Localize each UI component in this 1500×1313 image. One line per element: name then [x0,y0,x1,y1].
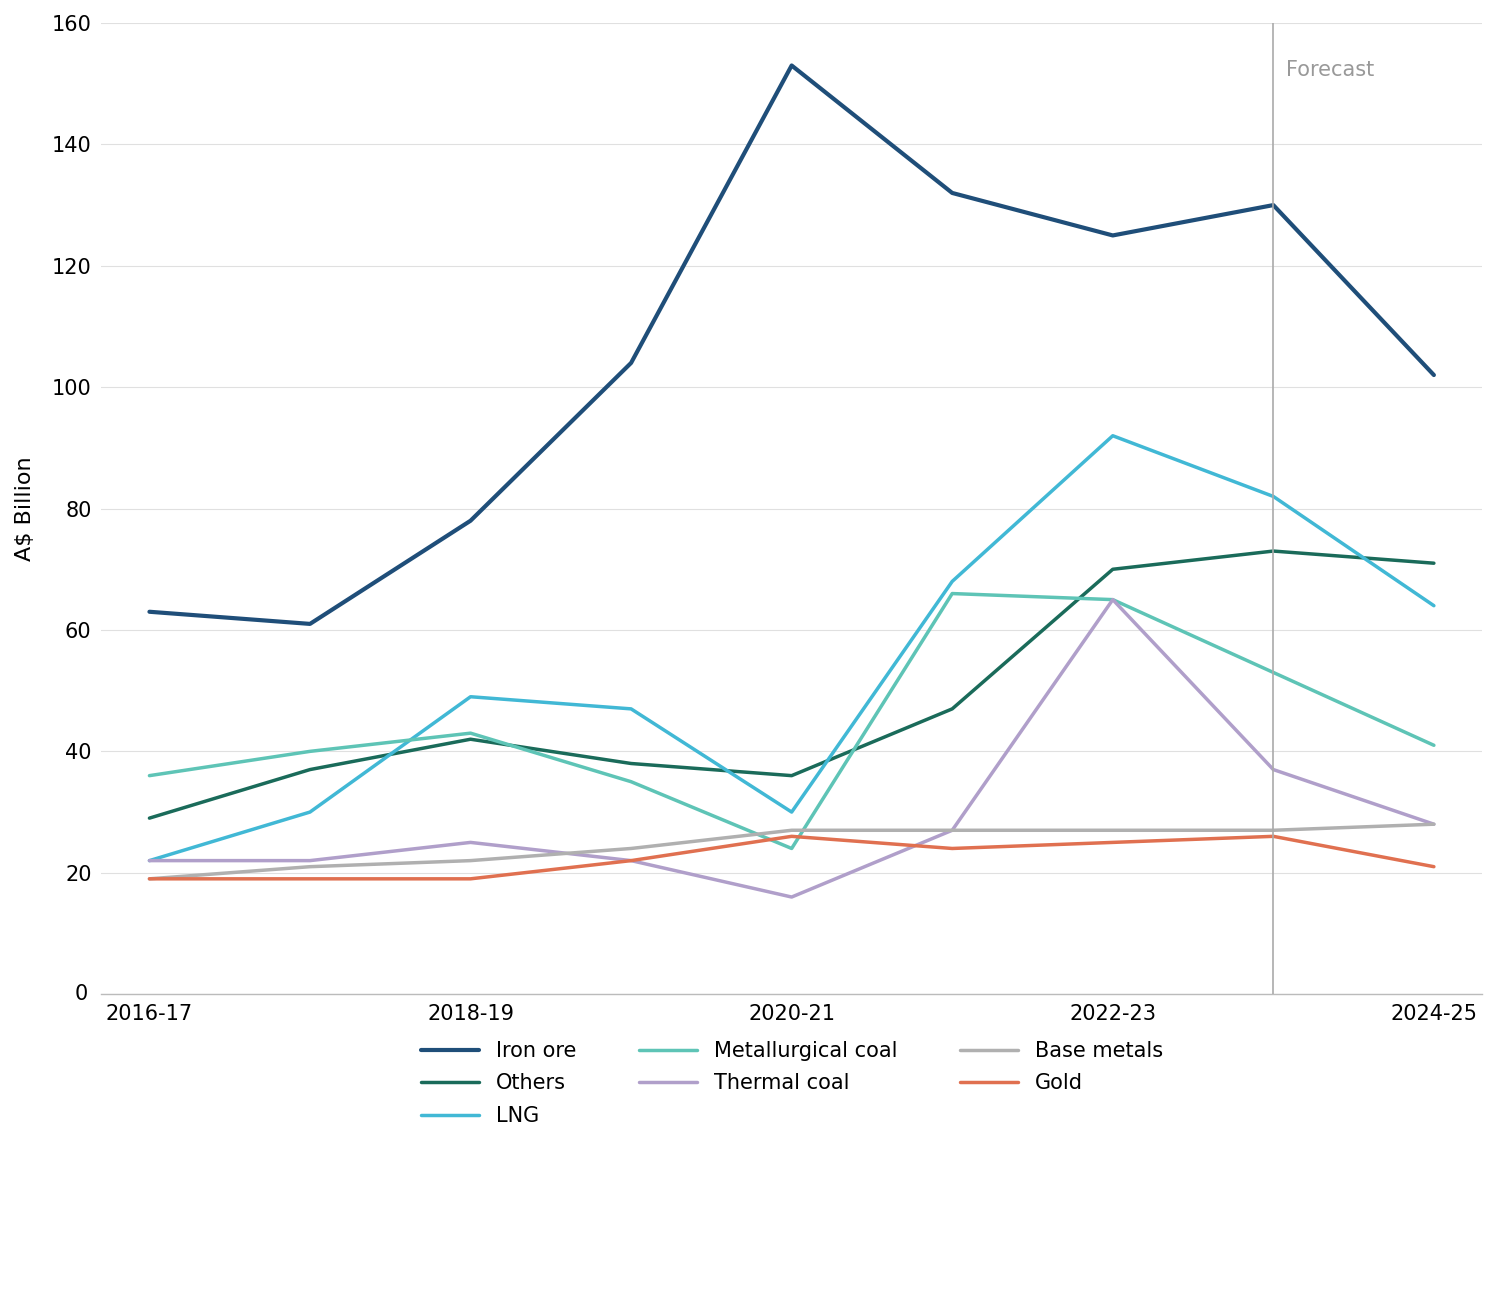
LNG [944,574,962,590]
Others [1425,555,1443,571]
Metallurgical coal [1104,592,1122,608]
Base metals [1264,822,1282,838]
Gold [302,871,320,886]
Text: Forecast: Forecast [1286,60,1374,80]
Gold [1425,859,1443,874]
Iron ore [462,513,480,529]
Others [1264,544,1282,559]
Others [783,768,801,784]
Others [302,762,320,777]
Metallurgical coal [462,725,480,741]
Metallurgical coal [1264,664,1282,680]
Thermal coal [783,889,801,905]
Iron ore [302,616,320,632]
Line: Iron ore: Iron ore [150,66,1434,624]
Line: Others: Others [150,551,1434,818]
Iron ore [622,355,640,370]
Metallurgical coal [783,840,801,856]
Metallurgical coal [302,743,320,759]
Iron ore [1425,368,1443,383]
Gold [622,852,640,868]
Others [944,701,962,717]
LNG [302,804,320,819]
Thermal coal [462,835,480,851]
Base metals [783,822,801,838]
Line: Base metals: Base metals [150,825,1434,878]
Gold [944,840,962,856]
Thermal coal [1104,592,1122,608]
Iron ore [783,58,801,74]
Metallurgical coal [944,586,962,601]
Gold [1264,829,1282,844]
Legend: Iron ore, Others, LNG, Metallurgical coal, Thermal coal, Base metals, Gold: Iron ore, Others, LNG, Metallurgical coa… [413,1032,1172,1134]
Metallurgical coal [141,768,159,784]
Iron ore [1264,197,1282,213]
Iron ore [1104,227,1122,243]
Text: 0: 0 [74,985,87,1004]
Metallurgical coal [622,773,640,789]
LNG [462,689,480,705]
Base metals [944,822,962,838]
Y-axis label: A$ Billion: A$ Billion [15,456,34,561]
Gold [1104,835,1122,851]
LNG [783,804,801,819]
LNG [1425,597,1443,613]
Base metals [141,871,159,886]
Line: Metallurgical coal: Metallurgical coal [150,593,1434,848]
Iron ore [944,185,962,201]
Gold [462,871,480,886]
Others [462,731,480,747]
Base metals [302,859,320,874]
Base metals [622,840,640,856]
Thermal coal [302,852,320,868]
Others [1104,562,1122,578]
Thermal coal [944,822,962,838]
Base metals [462,852,480,868]
Thermal coal [1264,762,1282,777]
Gold [141,871,159,886]
Others [622,755,640,771]
Line: LNG: LNG [150,436,1434,860]
Gold [783,829,801,844]
Thermal coal [141,852,159,868]
Iron ore [141,604,159,620]
LNG [622,701,640,717]
Thermal coal [1425,817,1443,832]
Line: Thermal coal: Thermal coal [150,600,1434,897]
LNG [141,852,159,868]
LNG [1104,428,1122,444]
LNG [1264,488,1282,504]
Base metals [1104,822,1122,838]
Base metals [1425,817,1443,832]
Others [141,810,159,826]
Line: Gold: Gold [150,836,1434,878]
Thermal coal [622,852,640,868]
Metallurgical coal [1425,738,1443,754]
